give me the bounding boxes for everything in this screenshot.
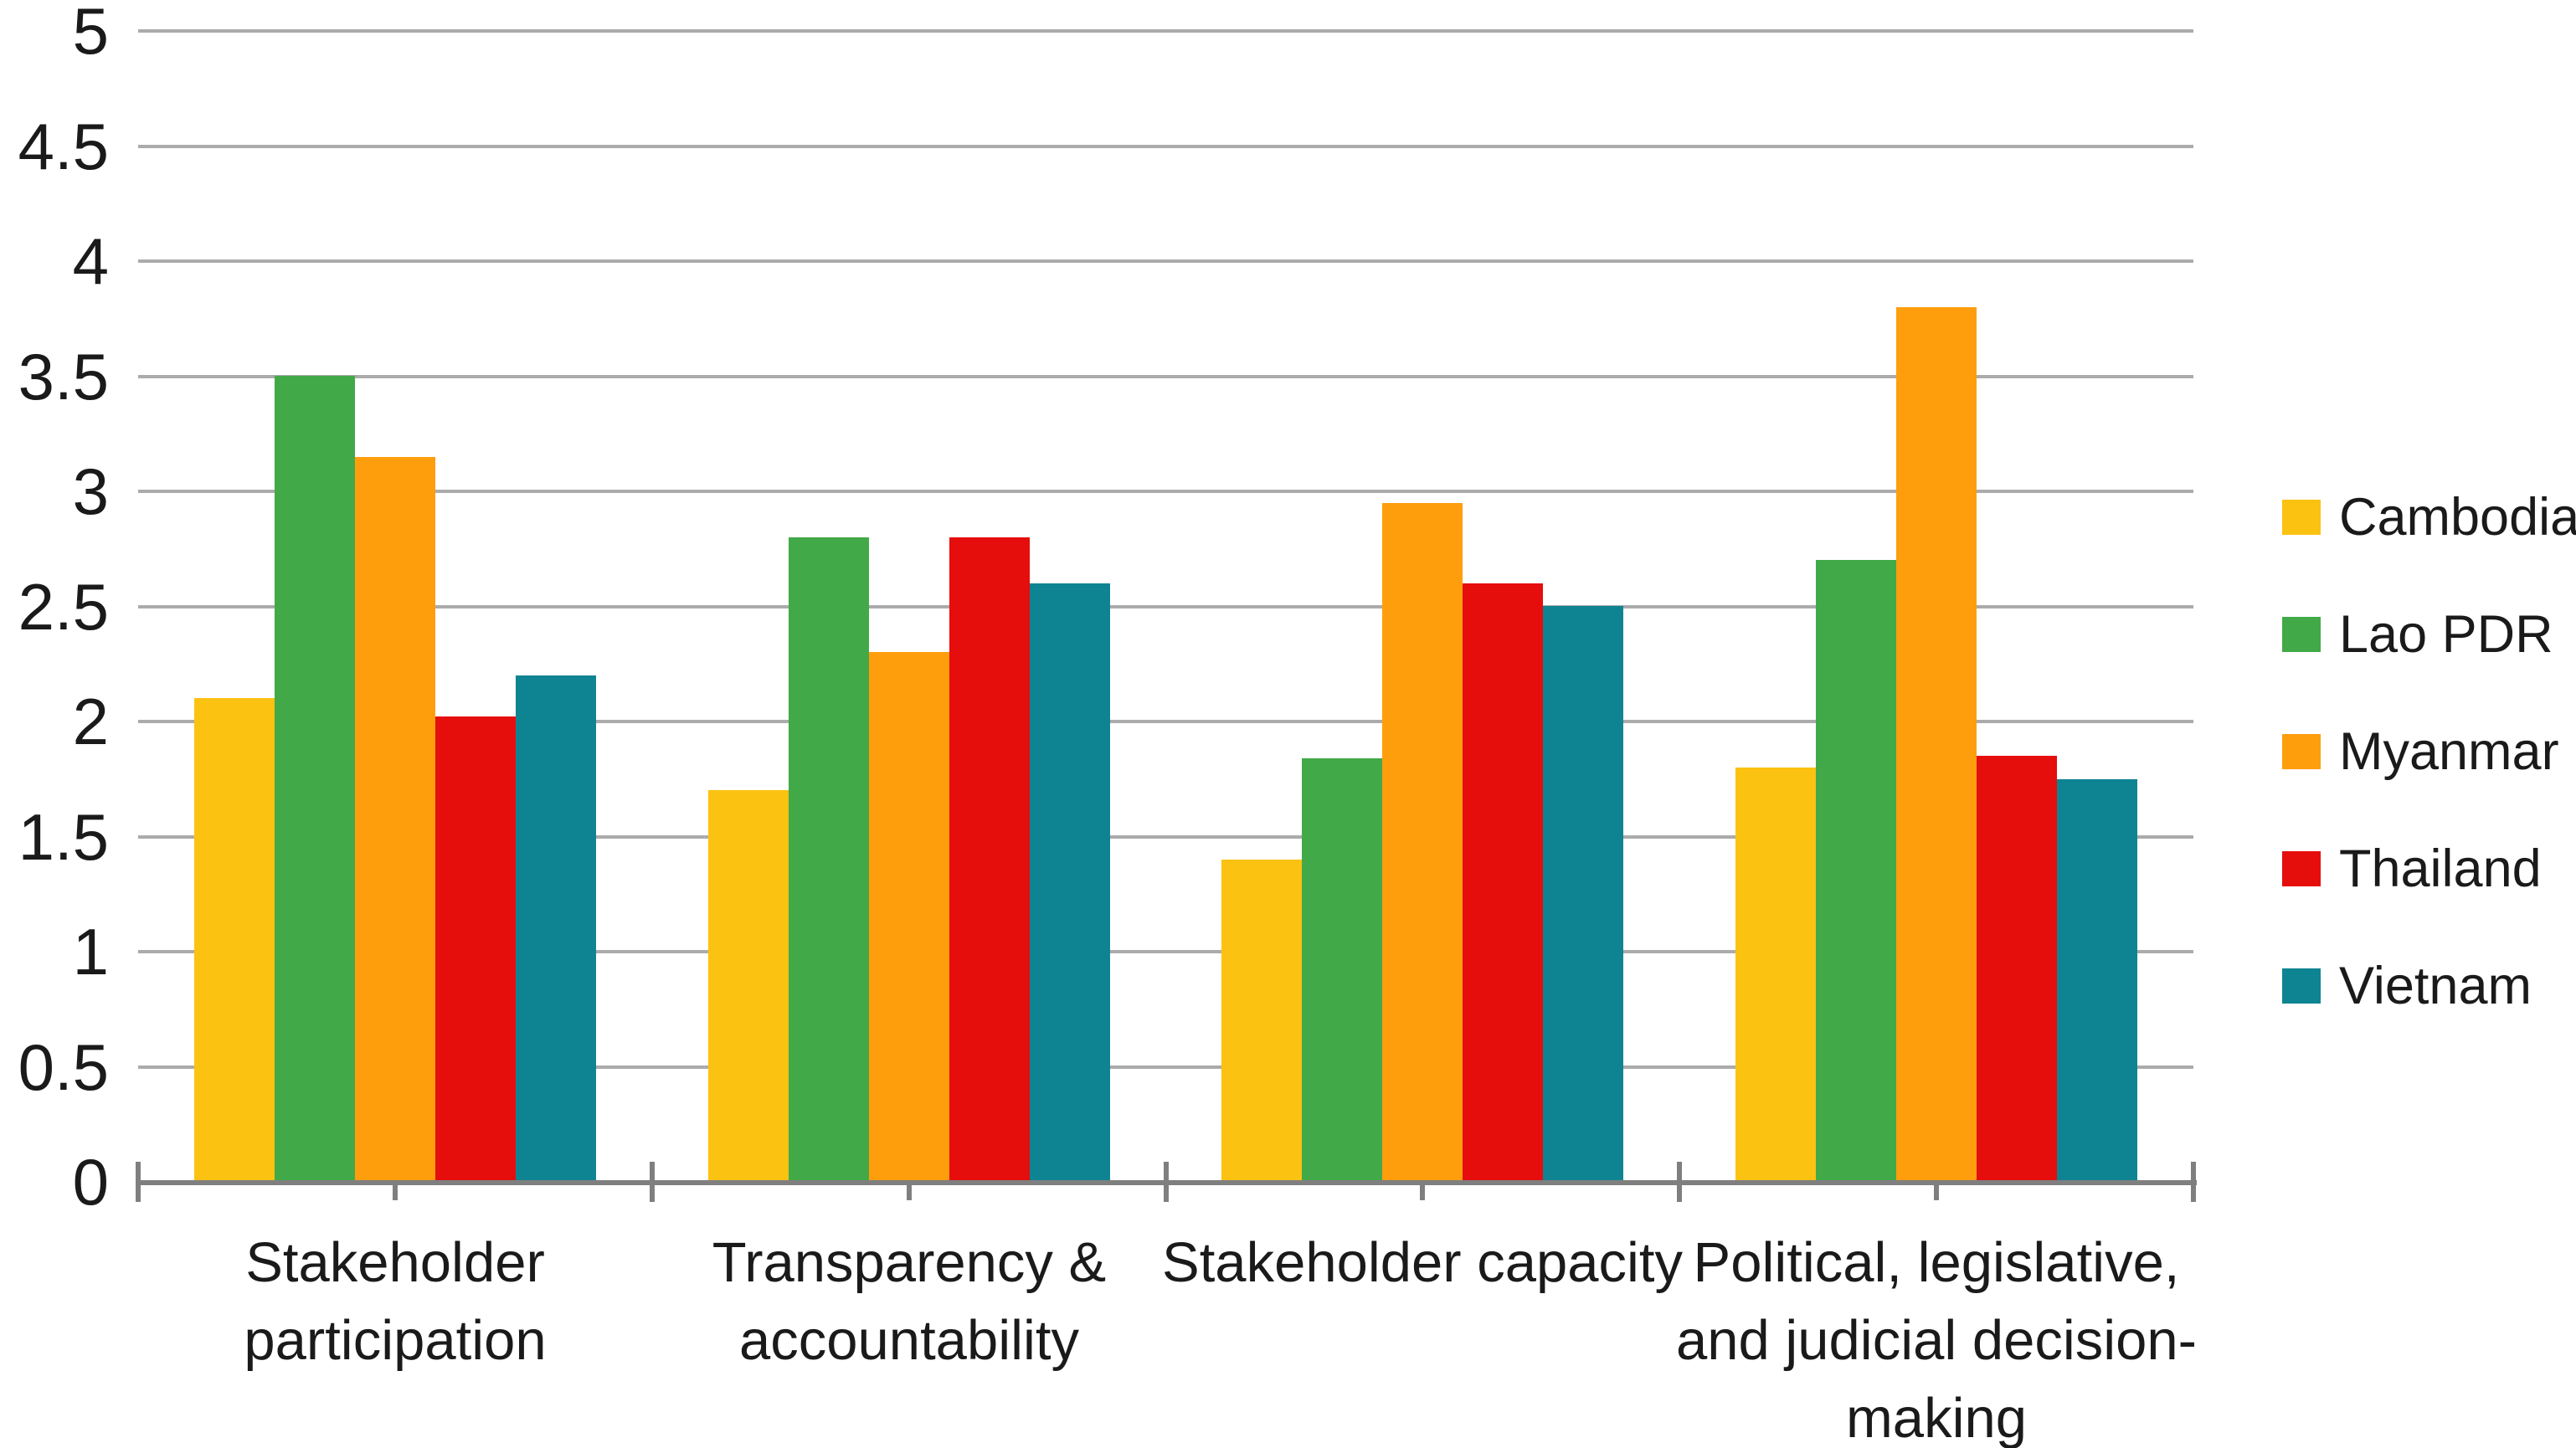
x-axis-center-tick-stakeholder-capacity bbox=[1420, 1182, 1425, 1200]
gridline-1.5 bbox=[138, 834, 2193, 839]
y-axis-tick-label-5: 5 bbox=[72, 0, 109, 68]
y-axis-tick-label-2: 2 bbox=[72, 685, 109, 758]
y-axis-tick-label-3: 3 bbox=[72, 454, 109, 528]
x-axis-center-tick-political-legislative-and-judicial-decision-making bbox=[1934, 1182, 1939, 1200]
bar-vietnam-transparency-accountability bbox=[1030, 583, 1110, 1182]
legend-label-vietnam: Vietnam bbox=[2339, 957, 2532, 1015]
legend: Cambodia Lao PDR Myanmar Thailand Vietnam bbox=[2282, 459, 2576, 1045]
legend-swatch-myanmar bbox=[2282, 734, 2321, 769]
legend-item-lao-pdr: Lao PDR bbox=[2282, 576, 2576, 693]
bar-thailand-stakeholder-capacity bbox=[1463, 583, 1543, 1182]
x-axis-boundary-tick-0 bbox=[136, 1162, 141, 1202]
legend-swatch-thailand bbox=[2282, 851, 2321, 886]
bar-thailand-stakeholder-participation bbox=[435, 716, 516, 1182]
bar-cambodia-political-legislative-and-judicial-decision-making bbox=[1735, 768, 1816, 1182]
bar-myanmar-political-legislative-and-judicial-decision-making bbox=[1896, 307, 1977, 1182]
y-axis-tick-label-3.5: 3.5 bbox=[18, 339, 109, 413]
gridline-2.5 bbox=[138, 604, 2193, 608]
y-axis-tick-label-4: 4 bbox=[72, 224, 109, 298]
bar-lao-pdr-transparency-accountability bbox=[789, 537, 869, 1182]
y-axis-tick-label-2.5: 2.5 bbox=[18, 569, 109, 644]
legend-item-myanmar: Myanmar bbox=[2282, 693, 2576, 810]
x-axis-boundary-tick-4 bbox=[2191, 1162, 2196, 1202]
bar-myanmar-stakeholder-participation bbox=[355, 457, 435, 1182]
bar-cambodia-transparency-accountability bbox=[708, 790, 789, 1182]
bar-lao-pdr-political-legislative-and-judicial-decision-making bbox=[1816, 560, 1896, 1182]
y-axis-tick-label-0: 0 bbox=[72, 1145, 109, 1219]
bar-cambodia-stakeholder-capacity bbox=[1221, 860, 1302, 1182]
bar-cambodia-stakeholder-participation bbox=[194, 698, 275, 1182]
bar-lao-pdr-stakeholder-participation bbox=[275, 376, 355, 1182]
x-axis-boundary-tick-2 bbox=[1164, 1162, 1169, 1202]
bar-vietnam-stakeholder-participation bbox=[516, 675, 596, 1182]
legend-label-cambodia: Cambodia bbox=[2339, 488, 2576, 547]
x-axis-boundary-tick-1 bbox=[650, 1162, 655, 1202]
legend-label-thailand: Thailand bbox=[2339, 840, 2542, 898]
legend-label-lao-pdr: Lao PDR bbox=[2339, 605, 2553, 664]
gridline-4 bbox=[138, 259, 2193, 263]
x-axis-center-tick-transparency-accountability bbox=[907, 1182, 912, 1200]
bar-vietnam-stakeholder-capacity bbox=[1543, 606, 1623, 1182]
bar-thailand-political-legislative-and-judicial-decision-making bbox=[1977, 756, 2057, 1182]
gridline-3.5 bbox=[138, 374, 2193, 378]
gridline-3 bbox=[138, 490, 2193, 493]
legend-swatch-cambodia bbox=[2282, 500, 2321, 535]
y-axis-tick-label-1.5: 1.5 bbox=[18, 799, 109, 874]
bar-myanmar-stakeholder-capacity bbox=[1382, 503, 1463, 1182]
y-axis-tick-label-1: 1 bbox=[72, 915, 109, 988]
x-axis-boundary-tick-3 bbox=[1677, 1162, 1682, 1202]
x-axis-label-transparency-accountability: Transparency & accountability bbox=[712, 1231, 1107, 1372]
gridline-4.5 bbox=[138, 144, 2193, 148]
legend-swatch-vietnam bbox=[2282, 968, 2321, 1004]
gridline-2 bbox=[138, 720, 2193, 723]
legend-item-vietnam: Vietnam bbox=[2282, 927, 2576, 1045]
legend-item-cambodia: Cambodia bbox=[2282, 459, 2576, 576]
x-axis-label-stakeholder-capacity: Stakeholder capacity bbox=[1162, 1231, 1683, 1294]
legend-swatch-lao-pdr bbox=[2282, 617, 2321, 652]
gridline-1 bbox=[138, 950, 2193, 953]
legend-label-myanmar: Myanmar bbox=[2339, 722, 2559, 781]
gridline-0.5 bbox=[138, 1065, 2193, 1069]
gridline-5 bbox=[138, 29, 2193, 33]
y-axis-tick-label-4.5: 4.5 bbox=[18, 109, 109, 183]
bar-vietnam-political-legislative-and-judicial-decision-making bbox=[2057, 779, 2137, 1182]
x-axis-center-tick-stakeholder-participation bbox=[393, 1182, 398, 1200]
y-axis-tick-label-0.5: 0.5 bbox=[18, 1030, 109, 1104]
bar-thailand-transparency-accountability bbox=[949, 537, 1030, 1182]
bar-myanmar-transparency-accountability bbox=[869, 652, 949, 1182]
x-axis-label-stakeholder-participation: Stakeholder participation bbox=[244, 1231, 547, 1372]
x-axis-label-political-legislative-and-judicial-decision-making: Political, legislative, and judicial dec… bbox=[1676, 1231, 2197, 1448]
bar-lao-pdr-stakeholder-capacity bbox=[1302, 758, 1382, 1182]
legend-item-thailand: Thailand bbox=[2282, 810, 2576, 927]
